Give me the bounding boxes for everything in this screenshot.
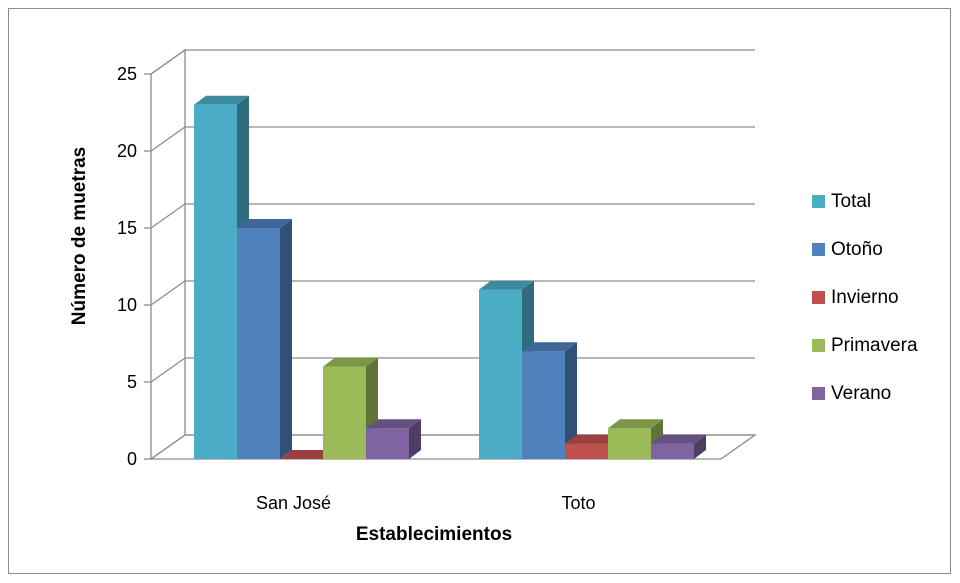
bar-front — [366, 428, 409, 459]
bar-top — [280, 450, 335, 459]
bar-verano-0 — [366, 419, 421, 459]
bar-top — [479, 280, 534, 290]
x-tick-label: Toto — [561, 493, 595, 513]
side-wall-edge — [150, 48, 186, 435]
bar-front — [323, 366, 366, 459]
y-tick-label: 5 — [127, 372, 137, 392]
y-tick-labels: 0 5 10 15 20 25 — [117, 64, 137, 469]
y-tick-label: 0 — [127, 449, 137, 469]
bar-top — [565, 434, 620, 444]
y-tick-label: 10 — [117, 295, 137, 315]
bar-primavera-0 — [323, 357, 378, 459]
x-tick-label: San José — [256, 493, 331, 513]
x-axis-label: Establecimientos — [356, 524, 512, 545]
bar-front — [651, 443, 694, 459]
legend-label: Primavera — [831, 335, 918, 356]
bar-front — [237, 228, 280, 459]
bar-top — [608, 419, 663, 429]
bar-verano-1 — [651, 434, 706, 459]
chart-frame: 0 5 10 15 20 25 San José Toto Número de muetra… — [8, 8, 951, 574]
chart-walls — [150, 48, 186, 459]
legend-swatch — [812, 243, 825, 256]
y-axis-label: Número de muetras — [69, 147, 90, 325]
legend-swatch — [812, 339, 825, 352]
bar-front — [194, 104, 237, 460]
bar-top — [194, 95, 249, 105]
bar-invierno-0 — [280, 450, 335, 459]
legend-swatch — [812, 195, 825, 208]
bar-otoño-1 — [522, 342, 577, 459]
legend-label: Verano — [831, 383, 891, 404]
legend-label: Invierno — [831, 287, 899, 308]
bar-front — [522, 351, 565, 459]
bar-side — [565, 342, 577, 459]
bar-front — [565, 443, 608, 459]
gridline — [150, 49, 755, 75]
bar-top — [651, 434, 706, 444]
bar-top — [366, 419, 421, 429]
chart-svg: 0 5 10 15 20 25 San José Toto Número de muetra… — [69, 48, 918, 545]
y-tick-label: 25 — [117, 64, 137, 84]
legend-label: Otoño — [831, 239, 883, 260]
bars — [194, 95, 706, 460]
legend: Total Otoño Invierno Primavera Verano — [812, 191, 918, 404]
bar-otoño-0 — [237, 219, 292, 459]
y-tick-label: 15 — [117, 218, 137, 238]
bar-side — [409, 419, 421, 459]
bar-side — [694, 434, 706, 459]
bar-side — [280, 219, 292, 459]
y-tick-label: 20 — [117, 141, 137, 161]
bar-top — [323, 357, 378, 367]
legend-swatch — [812, 387, 825, 400]
bar-front — [608, 428, 651, 459]
bar-top — [522, 342, 577, 352]
bar-top — [237, 219, 292, 228]
gridline — [150, 280, 755, 306]
x-tick-labels: San José Toto — [256, 493, 596, 513]
gridline — [150, 126, 755, 152]
legend-label: Total — [831, 191, 871, 212]
gridline — [150, 203, 755, 229]
legend-swatch — [812, 291, 825, 304]
bar-front — [479, 289, 522, 459]
